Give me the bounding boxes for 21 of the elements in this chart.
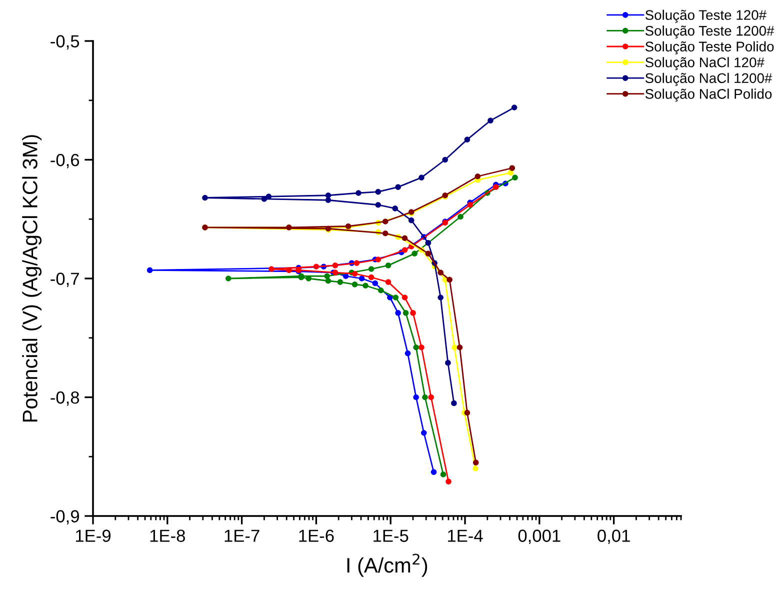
x-tick-label: 1E-9 <box>76 530 111 542</box>
legend-label: Solução NaCl Polido <box>645 88 772 102</box>
x-axis-title: I (A/cm$^{2}$) <box>347 554 428 577</box>
y-tick-label: -0,7 <box>50 272 79 288</box>
y-axis-title: Potencial (V) (Ag/AgCl KCl 3M) <box>22 135 42 422</box>
legend-label: Solução NaCl 120# <box>645 57 764 70</box>
x-tick-label: 0,001 <box>518 530 560 544</box>
x-tick-label: 1E-7 <box>224 530 260 542</box>
x-tick-label: 1E-4 <box>448 530 483 542</box>
x-tick-label: 1E-5 <box>374 530 408 542</box>
y-tick-label: -0,8 <box>50 391 80 406</box>
legend-label: Solução Teste Polido <box>645 41 774 54</box>
y-tick-label: -0,9 <box>50 510 79 525</box>
x-tick-label: 0,01 <box>598 530 630 544</box>
legend-label: Solução Teste 1200# <box>645 26 774 39</box>
y-tick-label: -0,6 <box>50 154 80 168</box>
y-tick-label: -0,5 <box>50 35 80 50</box>
x-tick-label: 1E-6 <box>299 530 334 542</box>
x-tick-label: 1E-8 <box>150 530 185 542</box>
legend-label: Solução NaCl 1200# <box>645 72 772 86</box>
legend-label: Solução Teste 120# <box>645 10 766 23</box>
